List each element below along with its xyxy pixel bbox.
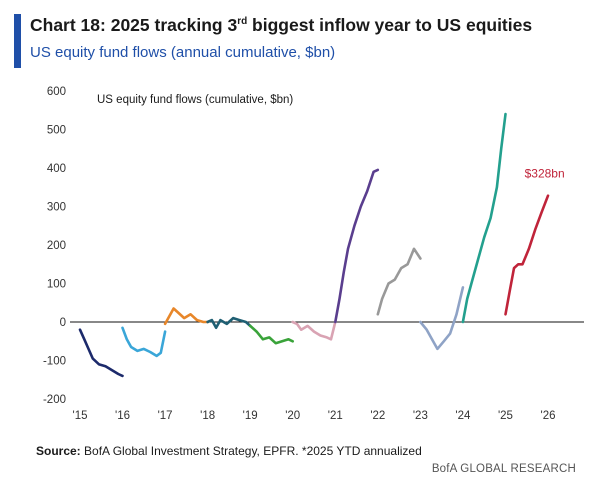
y-tick-label: 100 <box>47 279 66 291</box>
title-accent-bar <box>14 14 21 68</box>
y-axis-ticks: 600 500 400 300 200 100 0 -100 -200 <box>43 86 66 406</box>
title-main: Chart 18: 2025 tracking 3 <box>30 15 238 35</box>
x-tick-label: '21 <box>328 410 343 422</box>
x-tick-label: '16 <box>115 410 130 422</box>
series-group <box>78 112 550 378</box>
x-tick-label: '19 <box>243 410 258 422</box>
x-tick-label: '20 <box>285 410 300 422</box>
series-line-2020 <box>291 320 337 341</box>
series-line-2019 <box>248 324 295 345</box>
y-tick-label: 600 <box>47 86 66 98</box>
line-chart: 600 500 400 300 200 100 0 -100 -200 '15 '16 '17 '18… <box>43 86 584 422</box>
source-text: BofA Global Investment Strategy, EPFR. *… <box>80 444 422 458</box>
y-tick-label: 500 <box>47 125 66 137</box>
chart-subtitle: US equity fund flows (annual cumulative,… <box>30 44 336 61</box>
y-tick-label: 200 <box>47 240 66 252</box>
x-tick-label: '22 <box>370 410 385 422</box>
annotation-328bn: $328bn <box>525 167 565 181</box>
title-superscript: rd <box>237 16 248 28</box>
brand-label: BofA GLOBAL RESEARCH <box>431 463 576 475</box>
series-line-2018 <box>206 316 252 330</box>
x-tick-label: '26 <box>541 410 556 422</box>
y-tick-label: 300 <box>47 202 66 214</box>
inner-axis-label: US equity fund flows (cumulative, $bn) <box>97 94 293 106</box>
x-tick-label: '24 <box>455 410 471 422</box>
source-label: Source: <box>36 444 81 458</box>
chart-title: Chart 18: 2025 tracking 3rd biggest infl… <box>30 15 532 36</box>
series-line-2015 <box>78 328 124 378</box>
source-note: Source: BofA Global Investment Strategy,… <box>36 444 422 458</box>
x-tick-label: '18 <box>200 410 215 422</box>
title-tail: biggest inflow year to US equities <box>247 15 533 35</box>
x-tick-label: '15 <box>73 410 88 422</box>
series-line-2025 <box>504 194 550 316</box>
series-line-2024 <box>461 112 507 324</box>
x-tick-label: '17 <box>158 410 173 422</box>
y-tick-label: 400 <box>47 163 66 175</box>
y-tick-label: 0 <box>60 317 66 329</box>
x-axis-ticks: '15 '16 '17 '18 '19 '20 '21 '22 '23 '24 '25 '26 <box>73 410 556 422</box>
x-tick-label: '23 <box>413 410 428 422</box>
x-tick-label: '25 <box>498 410 513 422</box>
series-line-2023 <box>419 286 465 351</box>
series-line-2017 <box>163 307 209 326</box>
y-tick-label: -100 <box>43 356 66 368</box>
series-line-2016 <box>121 326 167 358</box>
y-tick-label: -200 <box>43 394 66 406</box>
series-line-2021 <box>333 168 380 324</box>
series-line-2022 <box>376 247 422 316</box>
